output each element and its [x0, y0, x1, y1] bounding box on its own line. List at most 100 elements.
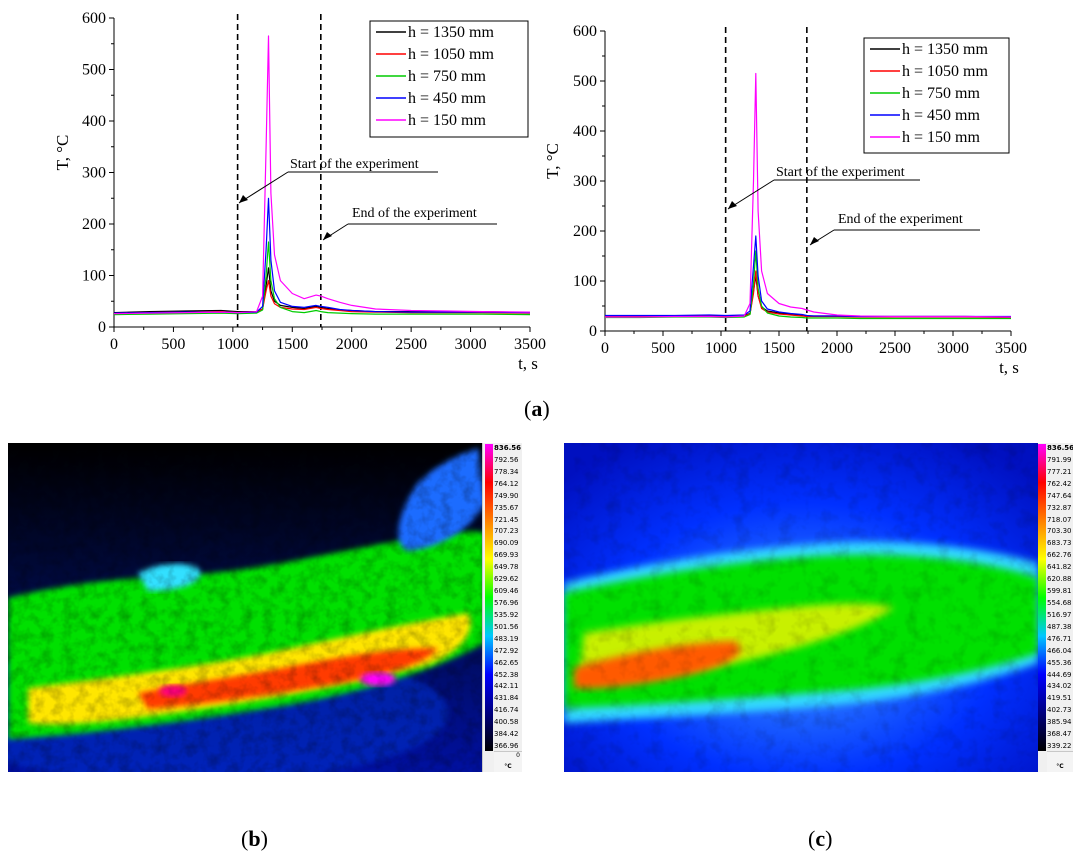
- colorbar-label: 747.64: [1047, 491, 1072, 500]
- legend-label: h = 450 mm: [408, 90, 486, 107]
- colorbar-c: [1038, 443, 1049, 772]
- colorbar-label: 444.69: [1047, 670, 1072, 679]
- x-tick-label: 1500: [276, 336, 308, 353]
- colorbar-label: 501.56: [494, 622, 519, 631]
- legend-box: [369, 20, 529, 138]
- colorbar-label: 620.88: [1047, 575, 1072, 584]
- colorbar-label: 599.81: [1047, 587, 1072, 596]
- colorbar-label: 669.93: [494, 551, 519, 560]
- colorbar-c-strip: [1038, 444, 1046, 751]
- series-line-1: [113, 267, 531, 314]
- x-axis-title: t, s: [999, 358, 1019, 377]
- x-tick-label: 1000: [217, 336, 249, 353]
- colorbar-c-labels: 836.56 791.99 777.21 762.42 747.64 732.87 718.…: [1047, 443, 1073, 772]
- colorbar-label: 718.07: [1047, 515, 1072, 524]
- series-line-4: [605, 235, 1011, 318]
- annotation-start: Start of the experiment: [776, 165, 905, 180]
- series-line-5: [605, 72, 1012, 318]
- caption-a: (a): [524, 396, 550, 421]
- colorbar-label: 487.38: [1047, 622, 1072, 631]
- colorbar-footer-value: 0: [516, 752, 520, 759]
- y-tick-label: 600: [573, 23, 597, 40]
- colorbar-label: 629.62: [494, 575, 519, 584]
- y-tick-label: 500: [82, 62, 106, 79]
- colorbar-footer: °C 0: [494, 751, 522, 772]
- x-tick-label: 3500: [514, 336, 546, 353]
- colorbar-b-labels: 836.56 792.56 778.34 764.12 749.90 735.67 721.…: [494, 443, 522, 772]
- colorbar-label: 416.74: [494, 706, 519, 715]
- colorbar-label: 516.97: [1047, 610, 1072, 619]
- y-tick-label: 100: [82, 268, 106, 285]
- y-tick-label: 0: [98, 319, 106, 336]
- y-tick-label: 400: [573, 123, 597, 140]
- x-tick-label: 3000: [455, 336, 487, 353]
- colorbar-unit: °C: [504, 763, 512, 770]
- colorbar-label: 792.56: [494, 455, 519, 464]
- colorbar-label: 419.51: [1047, 694, 1072, 703]
- series-line-3: [605, 250, 1011, 320]
- colorbar-label: 749.90: [494, 491, 519, 500]
- colorbar-label: 368.47: [1047, 730, 1072, 739]
- colorbar-label: 466.04: [1047, 646, 1072, 655]
- colorbar-label: 366.96: [494, 742, 519, 751]
- x-tick-label: 2500: [879, 340, 911, 357]
- y-tick-label: 300: [573, 173, 597, 190]
- x-tick-label: 1500: [763, 340, 795, 357]
- colorbar-label: 462.65: [494, 658, 519, 667]
- colorbar-label: 434.02: [1047, 682, 1072, 691]
- colorbar-label: 400.58: [494, 718, 519, 727]
- colorbar-label: 836.56: [494, 444, 522, 452]
- series-line-5: [113, 35, 531, 315]
- annotation-start-arrow: [238, 171, 289, 204]
- y-tick-label: 100: [573, 273, 597, 290]
- x-tick-label: 0: [110, 336, 118, 353]
- y-tick-label: 400: [82, 113, 106, 130]
- colorbar-label: 609.46: [494, 587, 519, 596]
- legend-label: h = 1350 mm: [408, 24, 494, 41]
- colorbar-label: 483.19: [494, 634, 519, 643]
- legend-label: h = 450 mm: [902, 107, 980, 124]
- colorbar-label: 836.56: [1047, 444, 1073, 452]
- annotation-end: End of the experiment: [838, 212, 963, 227]
- colorbar-label: 690.09: [494, 539, 519, 548]
- annotation-start-arrow: [727, 179, 775, 210]
- thermogram-c: [564, 443, 1038, 772]
- colorbar-label: 778.34: [494, 467, 519, 476]
- colorbar-label: 455.36: [1047, 658, 1072, 667]
- chart-left: 0 500 1000 1500 2000 2500 3000 3500 0 100 200 300 40…: [53, 10, 546, 373]
- colorbar-b-strip: [485, 444, 493, 751]
- legend-label: h = 1050 mm: [902, 63, 988, 80]
- colorbar-label: 721.45: [494, 515, 519, 524]
- y-tick-label: 0: [589, 323, 597, 340]
- colorbar-unit: °C: [1056, 763, 1064, 770]
- annotation-start-arrowhead: [728, 201, 737, 209]
- annotation-start: Start of the experiment: [290, 157, 419, 172]
- colorbar-label: 703.30: [1047, 527, 1072, 536]
- x-tick-label: 3000: [937, 340, 969, 357]
- thermogram-c-image: [564, 443, 1038, 772]
- colorbar-label: 641.82: [1047, 563, 1072, 572]
- colorbar-label: 649.78: [494, 563, 519, 572]
- colorbar-label: 762.42: [1047, 479, 1072, 488]
- colorbar-label: 431.84: [494, 694, 519, 703]
- colorbar-label: 662.76: [1047, 551, 1072, 560]
- y-tick-label: 500: [573, 73, 597, 90]
- colorbar-label: 764.12: [494, 479, 519, 488]
- colorbar-label: 452.38: [494, 670, 519, 679]
- series-line-3: [113, 241, 531, 316]
- legend-label: h = 150 mm: [408, 112, 486, 129]
- annotation-start-arrowhead: [239, 195, 248, 203]
- caption-b: (b): [241, 826, 268, 851]
- thermogram-b-image: [8, 443, 485, 772]
- legend-box: [863, 37, 1010, 154]
- colorbar-footer: °C: [1047, 751, 1073, 772]
- x-tick-label: 2000: [336, 336, 368, 353]
- colorbar-label: 402.73: [1047, 706, 1072, 715]
- colorbar-label: 777.21: [1047, 467, 1072, 476]
- chart-right: 0 500 1000 1500 2000 2500 3000 3500 0 100 200 300 40…: [543, 23, 1027, 377]
- colorbar-label: 535.92: [494, 610, 519, 619]
- colorbar-label: 442.11: [494, 682, 519, 691]
- colorbar-label: 732.87: [1047, 503, 1072, 512]
- annotation-end: End of the experiment: [352, 206, 477, 221]
